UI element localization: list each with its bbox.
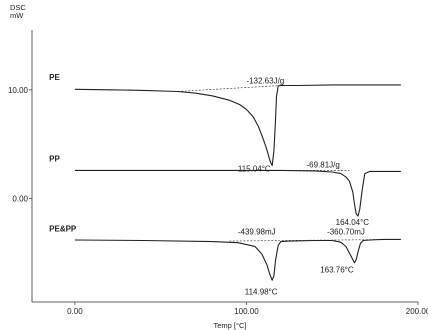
series-label: PE&PP — [49, 224, 77, 233]
annotation-label: -69.81J/g — [306, 161, 339, 170]
annotation-label: 163.76°C — [320, 266, 354, 275]
series-label: PE — [49, 73, 60, 82]
axes — [31, 30, 418, 303]
series-line-pe-pp — [74, 238, 401, 281]
series-label: PP — [49, 155, 60, 164]
annotation-label: 115.04°C — [238, 164, 271, 173]
annotation-label: -360.70mJ — [327, 228, 365, 237]
annotation-label: 164.04°C — [336, 218, 370, 227]
series-line-pe — [74, 84, 401, 167]
x-tick-label: 0.00 — [67, 307, 83, 316]
annotation-label: -132.63J/g — [246, 76, 284, 85]
annotation-label: 114.98°C — [245, 287, 278, 296]
x-axis-title: Temp [°C] — [213, 321, 246, 330]
y-tick-label: 0.00 — [12, 195, 28, 204]
series-line-pp — [74, 169, 401, 217]
y-axis-title-line: DSC — [10, 3, 26, 12]
baseline-pe — [177, 85, 281, 92]
y-axis-title-line: mW — [10, 11, 24, 20]
y-tick-label: 10.00 — [8, 86, 29, 95]
series — [74, 84, 401, 281]
x-tick-label: 100.00 — [234, 307, 259, 316]
series-labels: PE PP PE&PP — [49, 73, 77, 233]
ticks: 0.00 100.00 200.00 10.00 0.00 — [8, 86, 428, 316]
annotation-label: -439.98mJ — [238, 228, 276, 237]
annotations: -132.63J/g 115.04°C -69.81J/g 164.04°C -439.… — [238, 76, 369, 296]
x-tick-label: 200.00 — [406, 307, 428, 316]
